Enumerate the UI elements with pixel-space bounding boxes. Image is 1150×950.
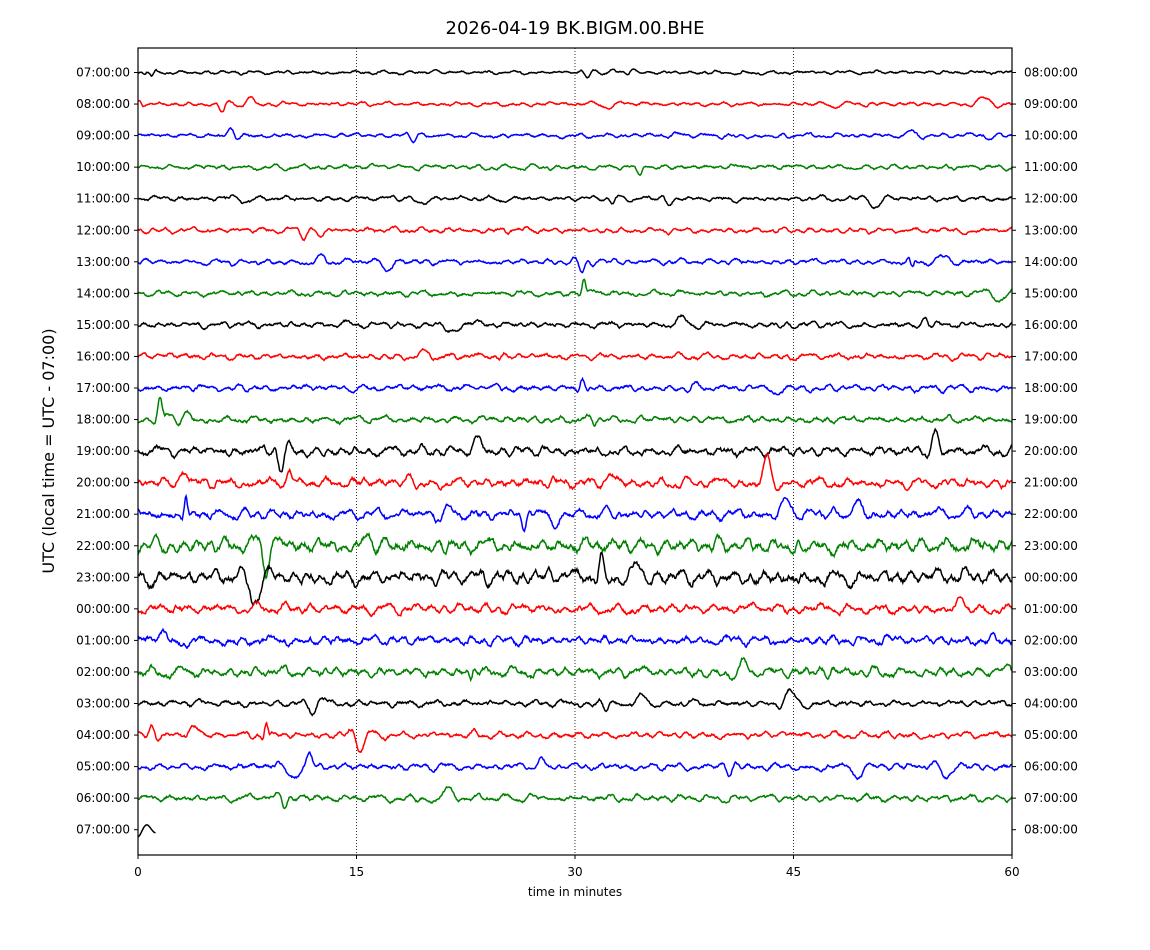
right-tick-label: 03:00:00 — [1024, 665, 1078, 679]
right-tick-label: 05:00:00 — [1024, 728, 1078, 742]
left-tick-label: 19:00:00 — [76, 444, 130, 458]
trace-row-2 — [137, 126, 1013, 144]
right-tick-label: 15:00:00 — [1024, 286, 1078, 300]
left-tick-label: 18:00:00 — [76, 413, 130, 427]
x-axis-label: time in minutes — [528, 885, 622, 899]
left-tick-label: 08:00:00 — [76, 97, 130, 111]
left-tick-label: 07:00:00 — [76, 823, 130, 837]
right-tick-label: 22:00:00 — [1024, 507, 1078, 521]
seismic-traces — [137, 68, 1013, 838]
trace-row-0 — [137, 68, 1013, 79]
right-tick-label: 14:00:00 — [1024, 255, 1078, 269]
x-tick-label: 60 — [1004, 865, 1019, 879]
left-tick-label: 11:00:00 — [76, 192, 130, 206]
right-tick-label: 08:00:00 — [1024, 823, 1078, 837]
trace-row-15 — [137, 532, 1013, 580]
trace-row-10 — [137, 376, 1012, 396]
right-tick-label: 02:00:00 — [1024, 633, 1078, 647]
right-tick-label: 13:00:00 — [1024, 223, 1078, 237]
right-tick-label: 21:00:00 — [1024, 476, 1078, 490]
left-tick-label: 01:00:00 — [76, 633, 130, 647]
trace-row-8 — [137, 313, 1013, 334]
left-tick-label: 12:00:00 — [76, 223, 130, 237]
trace-row-1 — [137, 95, 1013, 113]
right-tick-label: 17:00:00 — [1024, 349, 1078, 363]
left-tick-label: 00:00:00 — [76, 602, 130, 616]
left-tick-label: 09:00:00 — [76, 129, 130, 143]
right-tick-label: 08:00:00 — [1024, 66, 1078, 80]
trace-row-11 — [137, 396, 1013, 428]
trace-row-19 — [137, 657, 1013, 683]
x-tick-label: 30 — [567, 865, 582, 879]
trace-row-5 — [137, 225, 1013, 242]
left-tick-label: 23:00:00 — [76, 570, 130, 584]
x-tick-label: 0 — [134, 865, 142, 879]
left-time-axis: 07:00:00 08:00:00 09:00:00 10:00:00 11:00:00… — [76, 66, 138, 837]
trace-row-23 — [137, 786, 1013, 810]
right-time-axis: 08:00:00 09:00:00 10:00:00 11:00:00 12:00:00… — [1012, 66, 1078, 837]
trace-row-21 — [137, 721, 1013, 754]
left-tick-label: 15:00:00 — [76, 318, 130, 332]
right-tick-label: 23:00:00 — [1024, 539, 1078, 553]
left-tick-label: 20:00:00 — [76, 476, 130, 490]
x-tick-label: 45 — [786, 865, 801, 879]
left-tick-label: 07:00:00 — [76, 66, 130, 80]
chart-title: 2026-04-19 BK.BIGM.00.BHE — [446, 18, 705, 39]
right-tick-label: 09:00:00 — [1024, 97, 1078, 111]
y-axis-label: UTC (local time = UTC - 07:00) — [39, 328, 58, 573]
right-tick-label: 00:00:00 — [1024, 570, 1078, 584]
right-tick-label: 07:00:00 — [1024, 791, 1078, 805]
right-tick-label: 01:00:00 — [1024, 602, 1078, 616]
trace-row-3 — [137, 162, 1013, 177]
trace-row-13 — [137, 452, 1013, 492]
right-tick-label: 04:00:00 — [1024, 697, 1078, 711]
trace-row-12 — [137, 427, 1013, 473]
left-tick-label: 05:00:00 — [76, 760, 130, 774]
trace-row-20 — [137, 688, 1013, 717]
trace-row-22 — [137, 751, 1013, 781]
trace-row-4 — [137, 193, 1013, 210]
vertical-gridlines — [356, 48, 794, 855]
left-tick-label: 21:00:00 — [76, 507, 130, 521]
trace-row-9 — [137, 347, 1013, 363]
right-tick-label: 19:00:00 — [1024, 413, 1078, 427]
left-tick-label: 22:00:00 — [76, 539, 130, 553]
trace-row-7 — [137, 278, 1013, 303]
right-tick-label: 16:00:00 — [1024, 318, 1078, 332]
right-tick-label: 10:00:00 — [1024, 129, 1078, 143]
left-tick-label: 13:00:00 — [76, 255, 130, 269]
trace-row-14 — [137, 493, 1013, 533]
left-tick-label: 16:00:00 — [76, 349, 130, 363]
left-tick-label: 14:00:00 — [76, 286, 130, 300]
trace-row-17 — [137, 595, 1013, 618]
trace-row-16 — [137, 551, 1013, 607]
right-tick-label: 20:00:00 — [1024, 444, 1078, 458]
left-tick-label: 10:00:00 — [76, 160, 130, 174]
trace-row-18 — [137, 627, 1013, 649]
left-tick-label: 02:00:00 — [76, 665, 130, 679]
right-tick-label: 11:00:00 — [1024, 160, 1078, 174]
trace-row-6 — [137, 253, 1013, 274]
x-axis: 0 15 30 45 60 — [134, 855, 1020, 879]
left-tick-label: 17:00:00 — [76, 381, 130, 395]
left-tick-label: 04:00:00 — [76, 728, 130, 742]
x-tick-label: 15 — [349, 865, 364, 879]
left-tick-label: 06:00:00 — [76, 791, 130, 805]
trace-row-24 — [137, 824, 156, 838]
right-tick-label: 12:00:00 — [1024, 192, 1078, 206]
right-tick-label: 06:00:00 — [1024, 760, 1078, 774]
left-tick-label: 03:00:00 — [76, 697, 130, 711]
right-tick-label: 18:00:00 — [1024, 381, 1078, 395]
